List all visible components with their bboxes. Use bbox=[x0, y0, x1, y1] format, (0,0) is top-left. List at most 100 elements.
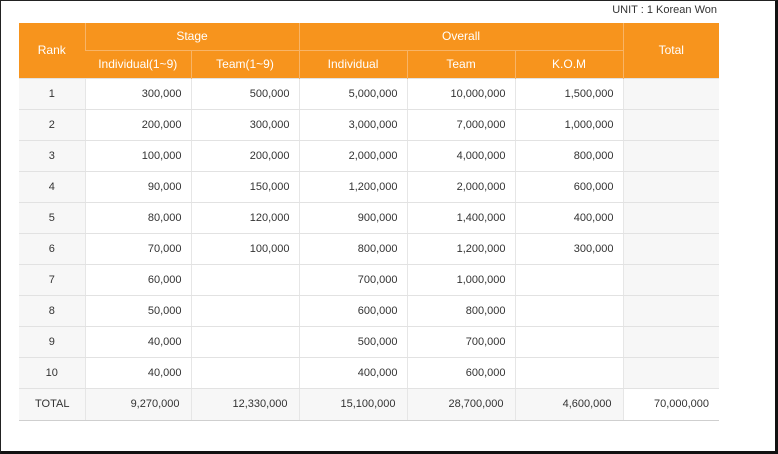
overall-individual-cell: 900,000 bbox=[298, 202, 408, 234]
stage-individual-cell: 70,000 bbox=[84, 233, 191, 265]
stage-team-cell: 200,000 bbox=[190, 140, 300, 172]
header-rank: Rank bbox=[19, 23, 85, 78]
stage-individual-cell: 200,000 bbox=[84, 109, 191, 141]
table-row: 5 80,000 120,000 900,000 1,400,000 400,0… bbox=[19, 202, 720, 234]
stage-individual-cell: 100,000 bbox=[84, 140, 191, 172]
stage-team-cell: 150,000 bbox=[190, 171, 300, 203]
kom-cell: 1,500,000 bbox=[514, 77, 624, 110]
totals-grand-total: 70,000,000 bbox=[622, 387, 720, 421]
rank-cell: 9 bbox=[19, 326, 85, 358]
kom-cell: 800,000 bbox=[514, 140, 624, 172]
overall-team-cell: 10,000,000 bbox=[406, 77, 516, 110]
header-overall-individual: Individual bbox=[298, 49, 408, 78]
stage-team-cell: 300,000 bbox=[190, 109, 300, 141]
table-row: 1 300,000 500,000 5,000,000 10,000,000 1… bbox=[19, 77, 720, 110]
totals-stage-team: 12,330,000 bbox=[190, 387, 300, 421]
table-row: 2 200,000 300,000 3,000,000 7,000,000 1,… bbox=[19, 109, 720, 141]
overall-team-cell: 800,000 bbox=[406, 295, 516, 327]
kom-cell: 400,000 bbox=[514, 202, 624, 234]
overall-team-cell: 2,000,000 bbox=[406, 171, 516, 203]
overall-individual-cell: 700,000 bbox=[298, 264, 408, 296]
stage-individual-cell: 80,000 bbox=[84, 202, 191, 234]
rank-cell: 10 bbox=[19, 357, 85, 389]
rank-cell: 6 bbox=[19, 233, 85, 265]
header-stage: Stage bbox=[84, 23, 300, 50]
stage-individual-cell: 50,000 bbox=[84, 295, 191, 327]
total-cell bbox=[622, 357, 720, 389]
total-cell bbox=[622, 264, 720, 296]
rank-cell: 2 bbox=[19, 109, 85, 141]
kom-cell bbox=[514, 264, 624, 296]
table-row: 10 40,000 400,000 600,000 bbox=[19, 357, 720, 389]
kom-cell: 1,000,000 bbox=[514, 109, 624, 141]
rank-cell: 4 bbox=[19, 171, 85, 203]
totals-overall-individual: 15,100,000 bbox=[298, 387, 408, 421]
stage-individual-cell: 40,000 bbox=[84, 357, 191, 389]
table-row: 9 40,000 500,000 700,000 bbox=[19, 326, 720, 358]
rank-cell: 7 bbox=[19, 264, 85, 296]
total-cell bbox=[622, 233, 720, 265]
totals-overall-team: 28,700,000 bbox=[406, 387, 516, 421]
overall-team-cell: 7,000,000 bbox=[406, 109, 516, 141]
overall-individual-cell: 2,000,000 bbox=[298, 140, 408, 172]
stage-individual-cell: 90,000 bbox=[84, 171, 191, 203]
table-row: 6 70,000 100,000 800,000 1,200,000 300,0… bbox=[19, 233, 720, 265]
totals-row: TOTAL 9,270,000 12,330,000 15,100,000 28… bbox=[19, 387, 720, 421]
totals-kom: 4,600,000 bbox=[514, 387, 624, 421]
kom-cell bbox=[514, 357, 624, 389]
stage-team-cell bbox=[190, 264, 300, 296]
header-stage-individual: Individual(1~9) bbox=[85, 49, 191, 78]
stage-team-cell bbox=[190, 326, 300, 358]
table-row: 3 100,000 200,000 2,000,000 4,000,000 80… bbox=[19, 140, 720, 172]
overall-team-cell: 1,200,000 bbox=[406, 233, 516, 265]
overall-individual-cell: 1,200,000 bbox=[298, 171, 408, 203]
table-row: 7 60,000 700,000 1,000,000 bbox=[19, 264, 720, 296]
total-cell bbox=[622, 140, 720, 172]
overall-team-cell: 1,400,000 bbox=[406, 202, 516, 234]
rank-cell: 8 bbox=[19, 295, 85, 327]
total-cell bbox=[622, 109, 720, 141]
kom-cell: 300,000 bbox=[514, 233, 624, 265]
total-cell bbox=[622, 77, 720, 110]
stage-individual-cell: 300,000 bbox=[84, 77, 191, 110]
overall-team-cell: 600,000 bbox=[406, 357, 516, 389]
stage-team-cell: 120,000 bbox=[190, 202, 300, 234]
overall-individual-cell: 3,000,000 bbox=[298, 109, 408, 141]
stage-individual-cell: 60,000 bbox=[84, 264, 191, 296]
rank-cell: 5 bbox=[19, 202, 85, 234]
totals-label: TOTAL bbox=[19, 387, 85, 421]
rank-cell: 1 bbox=[19, 77, 85, 110]
stage-individual-cell: 40,000 bbox=[84, 326, 191, 358]
total-cell bbox=[622, 171, 720, 203]
header-stage-team: Team(1~9) bbox=[190, 49, 300, 78]
total-cell bbox=[622, 202, 720, 234]
overall-team-cell: 4,000,000 bbox=[406, 140, 516, 172]
rank-cell: 3 bbox=[19, 140, 85, 172]
total-cell bbox=[622, 326, 720, 358]
prize-money-table: Rank Stage Overall Total Individual(1~9)… bbox=[19, 23, 720, 421]
table-row: 8 50,000 600,000 800,000 bbox=[19, 295, 720, 327]
kom-cell: 600,000 bbox=[514, 171, 624, 203]
overall-team-cell: 700,000 bbox=[406, 326, 516, 358]
table-row: 4 90,000 150,000 1,200,000 2,000,000 600… bbox=[19, 171, 720, 203]
overall-team-cell: 1,000,000 bbox=[406, 264, 516, 296]
stage-team-cell bbox=[190, 357, 300, 389]
total-cell bbox=[622, 295, 720, 327]
kom-cell bbox=[514, 295, 624, 327]
totals-stage-individual: 9,270,000 bbox=[84, 387, 191, 421]
overall-individual-cell: 400,000 bbox=[298, 357, 408, 389]
kom-cell bbox=[514, 326, 624, 358]
overall-individual-cell: 500,000 bbox=[298, 326, 408, 358]
overall-individual-cell: 600,000 bbox=[298, 295, 408, 327]
header-overall-kom: K.O.M bbox=[514, 49, 624, 78]
header-overall: Overall bbox=[298, 23, 624, 50]
overall-individual-cell: 5,000,000 bbox=[298, 77, 408, 110]
unit-label: UNIT : 1 Korean Won bbox=[612, 4, 717, 16]
header-total: Total bbox=[622, 23, 720, 78]
overall-individual-cell: 800,000 bbox=[298, 233, 408, 265]
stage-team-cell: 100,000 bbox=[190, 233, 300, 265]
header-overall-team: Team bbox=[406, 49, 516, 78]
stage-team-cell: 500,000 bbox=[190, 77, 300, 110]
stage-team-cell bbox=[190, 295, 300, 327]
